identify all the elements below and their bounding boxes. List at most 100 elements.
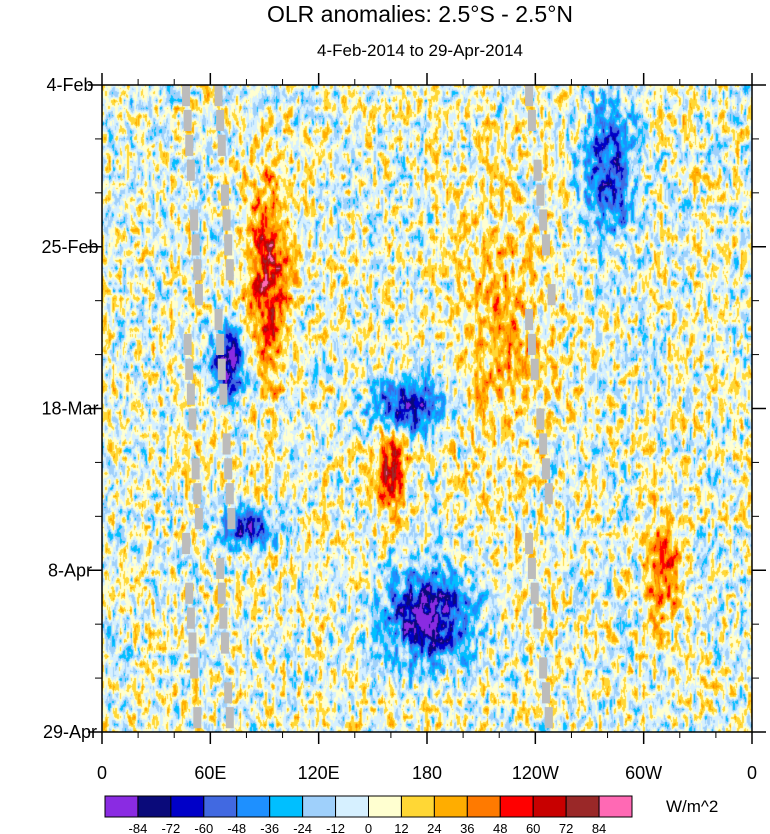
colorbar-swatch: [499, 795, 534, 818]
missing-data-cell: [525, 308, 534, 331]
missing-data-cell: [536, 184, 545, 206]
missing-data-cell: [188, 632, 197, 654]
missing-data-cell: [183, 333, 192, 355]
colorbar-swatch: [104, 795, 139, 818]
missing-data-cell: [220, 632, 229, 654]
missing-data-cell: [190, 657, 199, 679]
colorbar-tick-label: 0: [365, 821, 372, 834]
colorbar-tick-label: -72: [161, 821, 180, 834]
missing-data-cell: [224, 458, 233, 480]
colorbar-swatch: [203, 795, 238, 818]
missing-data-cell: [541, 458, 550, 480]
y-tick-label: 8-Apr: [48, 560, 92, 580]
colorbar-tick-label: 36: [460, 821, 474, 834]
missing-data-cell: [217, 134, 226, 156]
colorbar-tick-label: -36: [260, 821, 279, 834]
missing-data-cell: [194, 508, 203, 530]
missing-data-cell: [186, 159, 195, 181]
colorbar-swatch: [368, 795, 402, 818]
missing-data-cell: [220, 184, 229, 206]
missing-data-cell: [544, 707, 553, 729]
colorbar-swatch: [236, 795, 271, 818]
missing-data-cell: [217, 582, 226, 604]
colorbar-swatch: [433, 795, 468, 818]
missing-data-cell: [185, 358, 194, 380]
colorbar: -84 -72 -60 -48 -36 -24 -12 0 12 24 36 48 60 72 84: [104, 795, 633, 834]
chart-subtitle: 4-Feb-2014 to 29-Apr-2014: [317, 41, 523, 60]
missing-data-cell: [191, 234, 200, 256]
colorbar-tick-label: 12: [394, 821, 408, 834]
missing-data-cell: [214, 85, 223, 107]
missing-data-cell: [541, 234, 550, 256]
colorbar-tick-label: 72: [559, 821, 573, 834]
missing-data-cell: [182, 85, 191, 107]
missing-data-cell: [188, 408, 197, 430]
missing-data-cell: [222, 433, 231, 455]
missing-data-cell: [219, 607, 228, 629]
missing-data-cell: [536, 408, 545, 430]
missing-data-cell: [527, 333, 536, 355]
missing-data-cell: [222, 209, 231, 231]
missing-data-cell: [182, 532, 191, 555]
x-tick-label: 0: [747, 763, 757, 783]
colorbar-swatch: [565, 795, 600, 818]
missing-data-cell: [217, 358, 226, 380]
missing-data-cell: [541, 682, 550, 704]
colorbar-tick-label: -60: [194, 821, 213, 834]
missing-data-cell: [183, 109, 192, 132]
colorbar-swatch: [466, 795, 501, 818]
x-tick-label: 120E: [298, 763, 340, 783]
x-tick-label: 60W: [625, 763, 662, 783]
missing-data-bands: [182, 85, 556, 729]
colorbar-swatch: [598, 795, 633, 818]
missing-data-cell: [225, 259, 234, 281]
missing-data-cell: [193, 259, 202, 281]
colorbar-tick-label: 48: [493, 821, 507, 834]
missing-data-cell: [216, 109, 225, 132]
missing-data-cell: [539, 657, 548, 679]
missing-data-cell: [527, 109, 536, 132]
missing-data-cell: [539, 433, 548, 455]
missing-data-cell: [525, 532, 534, 555]
colorbar-swatch: [269, 795, 304, 818]
missing-data-cell: [530, 582, 539, 604]
x-tick-label: 60E: [194, 763, 226, 783]
y-tick-label: 29-Apr: [43, 722, 97, 742]
colorbar-tick-label: -48: [227, 821, 246, 834]
missing-data-cell: [525, 85, 534, 107]
missing-data-cell: [225, 707, 234, 729]
missing-data-cell: [533, 159, 542, 181]
missing-data-cell: [185, 134, 194, 156]
anomaly-heatmap: [102, 85, 752, 732]
colorbar-tick-label: 24: [427, 821, 441, 834]
missing-data-cell: [193, 707, 202, 729]
missing-data-cell: [193, 483, 202, 505]
x-axis: 0 60E 120E 180 120W 60W 0: [97, 73, 757, 783]
colorbar-tick-label: -12: [326, 821, 345, 834]
missing-data-cell: [186, 383, 195, 405]
missing-data-cell: [190, 209, 199, 231]
missing-data-cell: [219, 383, 228, 405]
missing-data-cell: [186, 607, 195, 629]
y-tick-label: 18-Mar: [41, 399, 98, 419]
missing-data-cell: [539, 209, 548, 231]
missing-data-cell: [533, 607, 542, 629]
missing-data-cell: [194, 284, 203, 306]
y-axis: 4-Feb 25-Feb 18-Mar 8-Apr 29-Apr: [41, 75, 766, 742]
x-tick-label: 180: [412, 763, 442, 783]
missing-data-cell: [216, 557, 225, 579]
y-tick-label: 4-Feb: [46, 75, 93, 95]
missing-data-cell: [216, 333, 225, 355]
missing-data-cell: [227, 508, 236, 530]
chart-title: OLR anomalies: 2.5°S - 2.5°N: [267, 1, 573, 27]
x-tick-label: 0: [97, 763, 107, 783]
colorbar-tick-label: 60: [526, 821, 540, 834]
missing-data-cell: [224, 234, 233, 256]
missing-data-cell: [544, 483, 553, 505]
colorbar-swatch: [400, 795, 435, 818]
missing-data-cell: [530, 358, 539, 380]
x-tick-label: 120W: [512, 763, 559, 783]
missing-data-cell: [191, 458, 200, 480]
colorbar-swatch: [170, 795, 205, 818]
